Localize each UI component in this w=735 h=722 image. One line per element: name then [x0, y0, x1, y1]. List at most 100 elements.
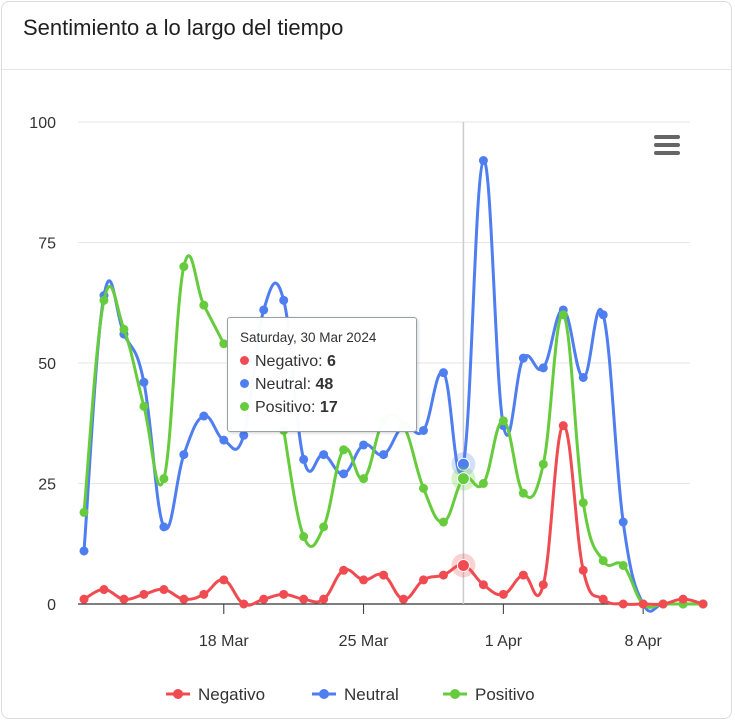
y-axis-labels: 0 25 50 75 100: [29, 115, 56, 614]
positivo-dot-icon: [240, 402, 249, 411]
data-point[interactable]: [199, 589, 209, 599]
data-point[interactable]: [279, 295, 289, 305]
data-point[interactable]: [219, 435, 229, 445]
data-point[interactable]: [139, 589, 149, 599]
data-point[interactable]: [698, 599, 708, 609]
legend-item-negativo[interactable]: Negativo: [166, 685, 265, 704]
data-point[interactable]: [339, 565, 349, 575]
data-point[interactable]: [438, 570, 448, 580]
data-point[interactable]: [179, 450, 189, 460]
data-point[interactable]: [618, 599, 628, 609]
negativo-dot-icon: [240, 356, 249, 365]
data-point[interactable]: [498, 589, 508, 599]
data-point[interactable]: [598, 594, 608, 604]
data-point[interactable]: [478, 156, 488, 166]
data-point[interactable]: [179, 262, 189, 272]
data-point-hover[interactable]: [456, 472, 470, 486]
data-point[interactable]: [538, 363, 548, 373]
y-tick-label: 0: [47, 597, 56, 614]
tooltip-value: 48: [315, 376, 334, 393]
data-point[interactable]: [379, 570, 389, 580]
data-point[interactable]: [618, 560, 628, 570]
data-point[interactable]: [99, 585, 109, 595]
data-point[interactable]: [259, 305, 269, 315]
data-point[interactable]: [299, 594, 309, 604]
data-point[interactable]: [299, 532, 309, 542]
data-point[interactable]: [538, 459, 548, 469]
tooltip-label: Positivo:: [255, 399, 316, 416]
data-point[interactable]: [678, 594, 688, 604]
legend-item-neutral[interactable]: Neutral: [312, 685, 399, 704]
data-point[interactable]: [99, 295, 109, 305]
data-point[interactable]: [239, 599, 249, 609]
data-point[interactable]: [618, 517, 628, 527]
data-point[interactable]: [159, 522, 169, 532]
data-point-hover[interactable]: [456, 558, 470, 572]
data-point[interactable]: [79, 507, 89, 517]
legend[interactable]: Negativo Neutral Positivo: [166, 685, 535, 704]
data-point[interactable]: [578, 372, 588, 382]
data-point[interactable]: [399, 594, 409, 604]
data-point[interactable]: [259, 594, 269, 604]
series-positivo: [79, 254, 708, 609]
data-point[interactable]: [518, 570, 528, 580]
data-point[interactable]: [159, 474, 169, 484]
data-point[interactable]: [478, 580, 488, 590]
data-point[interactable]: [558, 421, 568, 431]
data-point[interactable]: [279, 589, 289, 599]
data-point[interactable]: [598, 556, 608, 566]
legend-item-positivo[interactable]: Positivo: [443, 685, 535, 704]
x-tick-label: 1 Apr: [485, 633, 523, 650]
data-point-hover[interactable]: [456, 457, 470, 471]
data-point[interactable]: [598, 310, 608, 320]
data-point[interactable]: [299, 454, 309, 464]
data-point[interactable]: [498, 416, 508, 426]
data-point[interactable]: [638, 599, 648, 609]
data-point[interactable]: [79, 594, 89, 604]
data-point[interactable]: [339, 445, 349, 455]
series-lines: [79, 156, 708, 613]
data-point[interactable]: [219, 575, 229, 585]
card-header: Sentimiento a lo largo del tiempo: [2, 2, 731, 70]
data-point[interactable]: [379, 450, 389, 460]
data-point[interactable]: [79, 546, 89, 556]
x-axis-labels: 18 Mar 25 Mar 1 Apr 8 Apr: [199, 604, 663, 650]
x-tick-label: 25 Mar: [339, 633, 389, 650]
data-point[interactable]: [339, 469, 349, 479]
data-point[interactable]: [319, 522, 329, 532]
data-point[interactable]: [199, 411, 209, 421]
data-point[interactable]: [658, 599, 668, 609]
x-tick-label: 18 Mar: [199, 633, 249, 650]
data-point[interactable]: [538, 580, 548, 590]
y-tick-label: 25: [38, 477, 56, 494]
series-negativo: [79, 421, 708, 609]
data-point[interactable]: [518, 353, 528, 363]
data-point[interactable]: [558, 310, 568, 320]
data-point[interactable]: [119, 594, 129, 604]
data-point[interactable]: [219, 339, 229, 349]
data-point[interactable]: [518, 488, 528, 498]
data-point[interactable]: [418, 483, 428, 493]
data-point[interactable]: [438, 517, 448, 527]
data-point[interactable]: [139, 401, 149, 411]
data-point[interactable]: [359, 575, 369, 585]
data-point[interactable]: [199, 300, 209, 310]
data-point[interactable]: [578, 498, 588, 508]
data-point[interactable]: [359, 440, 369, 450]
data-point[interactable]: [239, 430, 249, 440]
legend-marker: [450, 689, 460, 699]
data-point[interactable]: [159, 585, 169, 595]
data-point[interactable]: [578, 565, 588, 575]
data-point[interactable]: [418, 425, 428, 435]
data-point[interactable]: [418, 575, 428, 585]
data-point[interactable]: [438, 368, 448, 378]
hamburger-menu-icon[interactable]: [654, 134, 680, 156]
data-point[interactable]: [478, 479, 488, 488]
data-point[interactable]: [119, 324, 129, 334]
data-point[interactable]: [319, 594, 329, 604]
data-point[interactable]: [179, 594, 189, 604]
data-point[interactable]: [359, 474, 369, 484]
data-point[interactable]: [319, 450, 329, 460]
data-point[interactable]: [139, 377, 149, 387]
